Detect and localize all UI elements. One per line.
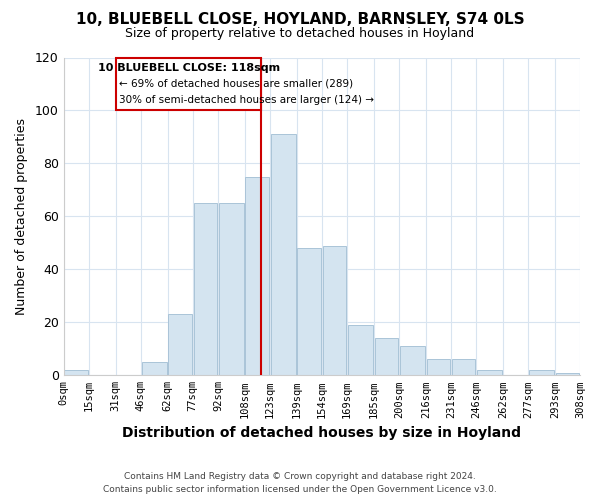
Text: 30% of semi-detached houses are larger (124) →: 30% of semi-detached houses are larger (… xyxy=(119,95,374,105)
Text: 10, BLUEBELL CLOSE, HOYLAND, BARNSLEY, S74 0LS: 10, BLUEBELL CLOSE, HOYLAND, BARNSLEY, S… xyxy=(76,12,524,28)
Y-axis label: Number of detached properties: Number of detached properties xyxy=(15,118,28,315)
Bar xyxy=(219,203,244,376)
Bar xyxy=(400,346,425,376)
Text: Contains HM Land Registry data © Crown copyright and database right 2024.
Contai: Contains HM Land Registry data © Crown c… xyxy=(103,472,497,494)
Bar xyxy=(427,360,450,376)
Bar xyxy=(374,338,398,376)
Text: 10 BLUEBELL CLOSE: 118sqm: 10 BLUEBELL CLOSE: 118sqm xyxy=(98,63,280,73)
Bar xyxy=(142,362,167,376)
Bar xyxy=(348,325,373,376)
Bar xyxy=(477,370,502,376)
Bar xyxy=(169,314,192,376)
Bar xyxy=(323,246,346,376)
Bar xyxy=(194,203,217,376)
Bar xyxy=(271,134,296,376)
Bar xyxy=(64,370,88,376)
Bar xyxy=(298,248,321,376)
Text: Size of property relative to detached houses in Hoyland: Size of property relative to detached ho… xyxy=(125,28,475,40)
Bar xyxy=(556,372,579,376)
Bar xyxy=(245,176,269,376)
Bar xyxy=(116,58,262,110)
Text: ← 69% of detached houses are smaller (289): ← 69% of detached houses are smaller (28… xyxy=(119,79,353,89)
X-axis label: Distribution of detached houses by size in Hoyland: Distribution of detached houses by size … xyxy=(122,426,521,440)
Bar xyxy=(452,360,475,376)
Bar xyxy=(529,370,554,376)
